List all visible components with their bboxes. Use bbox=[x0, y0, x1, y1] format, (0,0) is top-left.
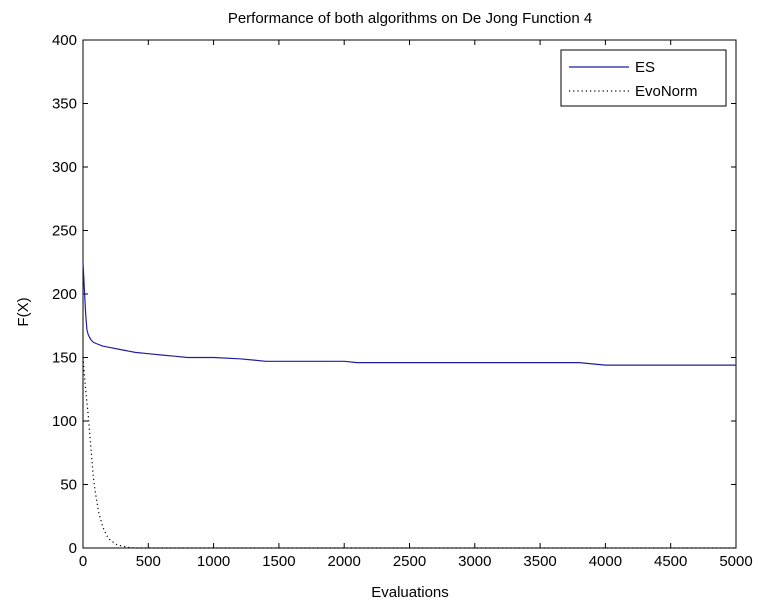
x-tick-label: 2500 bbox=[393, 553, 426, 570]
x-tick-label: 4500 bbox=[654, 553, 687, 570]
y-tick-label: 150 bbox=[52, 350, 77, 367]
x-tick-label: 2000 bbox=[328, 553, 361, 570]
series-layer bbox=[82, 262, 736, 549]
series-line-es bbox=[82, 262, 736, 366]
y-tick-label: 300 bbox=[52, 159, 77, 176]
plot-area bbox=[82, 39, 737, 549]
y-tick-label: 350 bbox=[52, 96, 77, 113]
x-tick-label: 1000 bbox=[197, 553, 230, 570]
x-tick-label: 3000 bbox=[458, 553, 491, 570]
y-tick-label: 250 bbox=[52, 223, 77, 240]
legend-label: ES bbox=[635, 59, 655, 76]
x-tick-label: 3500 bbox=[523, 553, 556, 570]
legend-label: EvoNorm bbox=[635, 83, 698, 100]
y-tick-label: 50 bbox=[60, 477, 77, 494]
x-tick-label: 1500 bbox=[262, 553, 295, 570]
x-tick-label: 500 bbox=[136, 553, 161, 570]
chart-title: Performance of both algorithms on De Jon… bbox=[228, 10, 592, 27]
legend: ES EvoNorm bbox=[560, 49, 727, 107]
y-tick-label: 400 bbox=[52, 32, 77, 49]
x-axis-label: Evaluations bbox=[371, 584, 449, 601]
y-tick-label: 200 bbox=[52, 286, 77, 303]
x-tick-label: 5000 bbox=[719, 553, 752, 570]
y-axis-label: F(X) bbox=[15, 297, 32, 326]
series-line-evonorm bbox=[82, 357, 736, 549]
x-tick-label: 4000 bbox=[589, 553, 622, 570]
x-tick-label: 0 bbox=[79, 553, 87, 570]
axis-ticks: 0 500 1000 1500 2000 2500 3000 3500 4000 4500 5000… bbox=[52, 32, 753, 570]
y-tick-label: 0 bbox=[69, 540, 77, 557]
legend-box bbox=[560, 49, 727, 107]
y-tick-label: 100 bbox=[52, 413, 77, 430]
